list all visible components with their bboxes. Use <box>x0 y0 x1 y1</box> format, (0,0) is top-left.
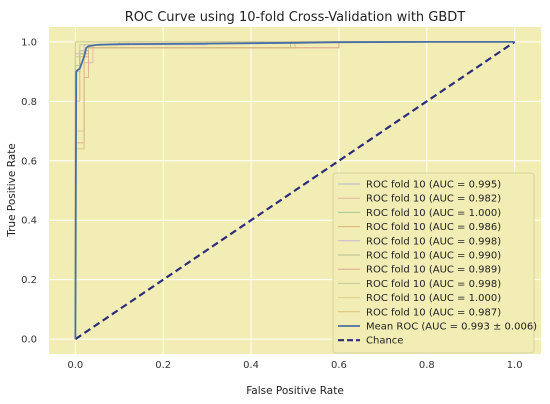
legend-label: ROC fold 10 (AUC = 0.995) <box>366 180 501 191</box>
legend-box <box>332 172 535 354</box>
legend-label: Mean ROC (AUC = 0.993 ± 0.006) <box>366 322 537 333</box>
legend-label: ROC fold 10 (AUC = 0.987) <box>366 307 501 318</box>
x-axis-label: False Positive Rate <box>246 385 344 397</box>
legend: ROC fold 10 (AUC = 0.995) ROC fold 10 (AU… <box>332 172 537 354</box>
x-tick-label: 1.0 <box>507 360 523 371</box>
legend-label: ROC fold 10 (AUC = 1.000) <box>366 293 501 304</box>
chance-line <box>74 40 516 341</box>
y-axis-label: True Positive Rate <box>6 143 18 238</box>
legend-label: ROC fold 10 (AUC = 0.998) <box>366 236 501 247</box>
grid-lines <box>49 27 541 354</box>
x-tick-label: 0.0 <box>67 360 83 371</box>
y-tick-label: 0.2 <box>21 275 37 286</box>
legend-label: ROC fold 10 (AUC = 0.982) <box>366 194 501 205</box>
legend-label: ROC fold 10 (AUC = 0.990) <box>366 251 501 262</box>
y-tick-label: 0.6 <box>21 156 37 167</box>
x-tick-label: 0.2 <box>155 360 171 371</box>
chart-title: ROC Curve using 10-fold Cross-Validation… <box>125 10 466 25</box>
legend-label: ROC fold 10 (AUC = 0.986) <box>366 222 501 233</box>
legend-label: Chance <box>366 336 403 347</box>
y-tick-label: 0.0 <box>21 335 37 346</box>
x-tick-label: 0.4 <box>243 360 259 371</box>
x-tick-label: 0.8 <box>419 360 435 371</box>
y-tick-label: 0.8 <box>21 97 37 108</box>
legend-label: ROC fold 10 (AUC = 1.000) <box>366 208 501 219</box>
legend-label: ROC fold 10 (AUC = 0.989) <box>366 265 501 276</box>
fold-roc-line <box>74 41 515 340</box>
fold-roc-line <box>74 41 515 340</box>
x-tick-label: 0.6 <box>331 360 347 371</box>
mean-roc-line <box>74 41 515 340</box>
y-tick-labels: 0.0 0.2 0.4 0.6 0.8 1.0 <box>21 37 37 345</box>
y-tick-label: 0.4 <box>21 216 37 227</box>
legend-label: ROC fold 10 (AUC = 0.998) <box>366 279 501 290</box>
y-tick-label: 1.0 <box>21 37 37 48</box>
x-tick-labels: 0.0 0.2 0.4 0.6 0.8 1.0 <box>67 360 522 371</box>
